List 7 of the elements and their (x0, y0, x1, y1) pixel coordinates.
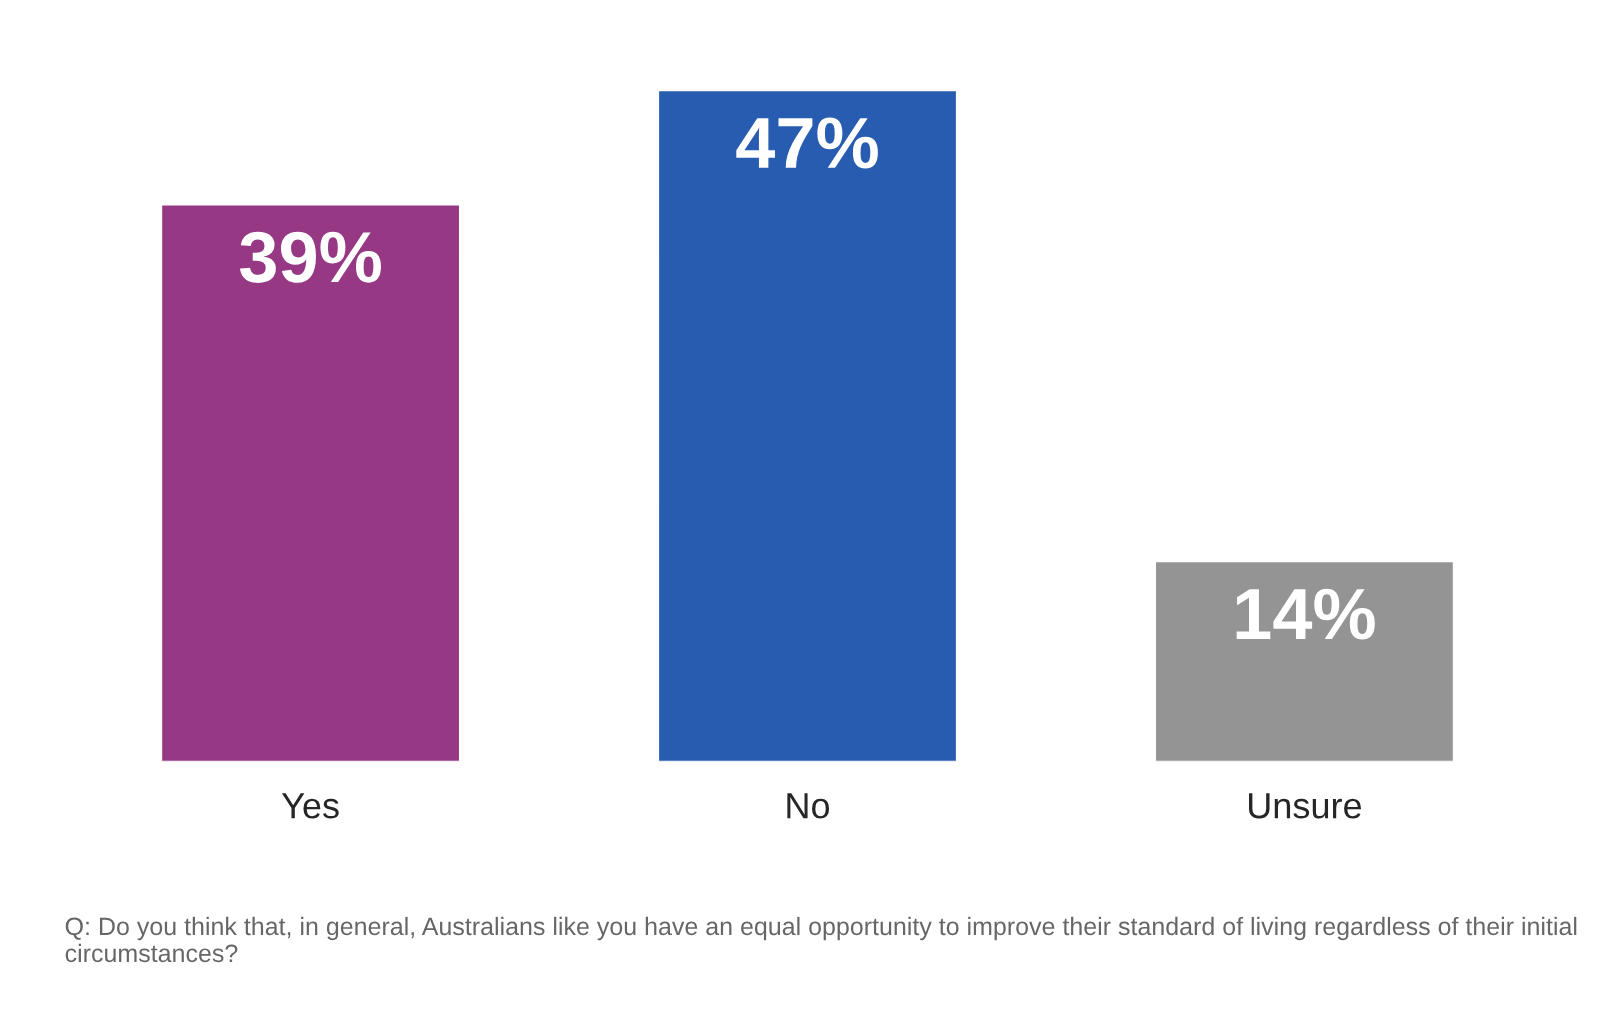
x-tick-label: Unsure (1249, 793, 1362, 819)
data-label: 39% (239, 231, 381, 283)
x-tick-label: Yes (281, 793, 339, 819)
text: Q: Do you think that, in general, Australians like you have an equal opportunity to improve their standard of living regardless of their initial circumstances? (65, 916, 1577, 963)
data-label: 14% (1236, 588, 1375, 640)
x-tick-label: No (787, 793, 830, 819)
data-label: 47% (736, 117, 878, 169)
